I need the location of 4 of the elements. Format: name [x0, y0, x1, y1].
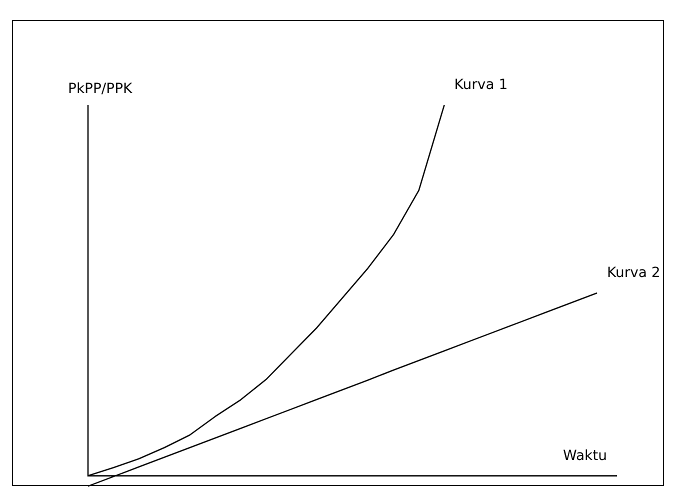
- y-axis-title: PkPP/PPK: [68, 81, 132, 97]
- series-label: Kurva 2: [607, 264, 660, 281]
- x-axis-title: Waktu: [563, 448, 607, 464]
- series-label: Kurva 1: [454, 77, 508, 93]
